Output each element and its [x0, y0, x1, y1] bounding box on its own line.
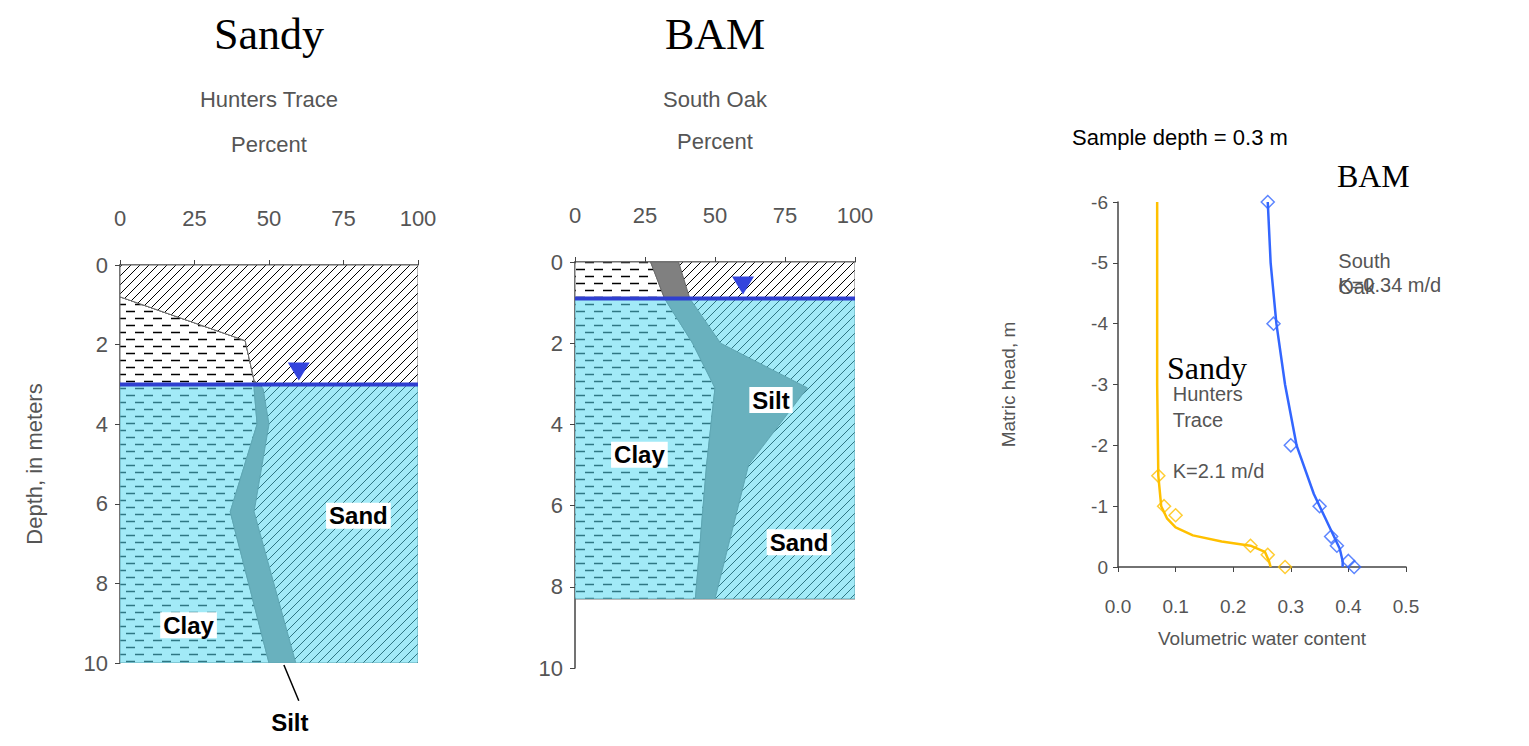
svg-text:0.2: 0.2	[1220, 596, 1246, 617]
svg-text:-3: -3	[1091, 374, 1108, 395]
svg-text:South Oak: South Oak	[663, 87, 768, 112]
svg-text:Hunters: Hunters	[1173, 383, 1243, 405]
svg-text:Silt: Silt	[752, 387, 789, 414]
svg-text:10: 10	[84, 651, 108, 676]
svg-text:Trace: Trace	[1173, 409, 1223, 431]
svg-text:10: 10	[539, 656, 563, 681]
svg-text:25: 25	[633, 203, 657, 228]
svg-text:0.3: 0.3	[1278, 596, 1304, 617]
svg-text:8: 8	[551, 574, 563, 599]
svg-text:Sandy: Sandy	[214, 10, 324, 59]
svg-text:75: 75	[773, 203, 797, 228]
svg-text:Sandy: Sandy	[1167, 350, 1247, 386]
svg-text:0.5: 0.5	[1393, 596, 1419, 617]
svg-text:0: 0	[1097, 557, 1108, 578]
svg-text:-6: -6	[1091, 192, 1108, 213]
svg-text:Clay: Clay	[163, 612, 214, 639]
svg-text:-2: -2	[1091, 435, 1108, 456]
svg-text:Sand: Sand	[770, 529, 829, 556]
svg-text:K=2.1 m/d: K=2.1 m/d	[1173, 460, 1265, 482]
svg-text:Hunters Trace: Hunters Trace	[200, 87, 338, 112]
svg-text:8: 8	[96, 571, 108, 596]
svg-text:Depth, in meters: Depth, in meters	[22, 383, 47, 544]
svg-text:Matric head, m: Matric head, m	[998, 322, 1019, 448]
svg-text:-4: -4	[1091, 313, 1108, 334]
svg-text:Sand: Sand	[329, 502, 388, 529]
svg-text:Volumetric water content: Volumetric water content	[1158, 628, 1367, 649]
svg-text:-1: -1	[1091, 496, 1108, 517]
svg-text:0.1: 0.1	[1162, 596, 1188, 617]
svg-text:-5: -5	[1091, 252, 1108, 273]
svg-text:BAM: BAM	[665, 10, 765, 59]
svg-text:0: 0	[551, 250, 563, 275]
svg-text:100: 100	[837, 203, 874, 228]
svg-text:4: 4	[96, 412, 108, 437]
svg-text:0.0: 0.0	[1105, 596, 1131, 617]
svg-text:Percent: Percent	[231, 132, 307, 157]
svg-text:50: 50	[257, 206, 281, 231]
svg-text:0: 0	[114, 206, 126, 231]
svg-text:100: 100	[400, 206, 437, 231]
svg-text:2: 2	[551, 331, 563, 356]
svg-text:Silt: Silt	[271, 709, 308, 736]
svg-text:4: 4	[551, 412, 563, 437]
svg-text:Percent: Percent	[677, 129, 753, 154]
svg-text:South: South	[1338, 250, 1390, 272]
svg-text:0.4: 0.4	[1335, 596, 1362, 617]
svg-text:50: 50	[703, 203, 727, 228]
svg-text:2: 2	[96, 332, 108, 357]
svg-text:6: 6	[551, 493, 563, 518]
svg-text:Sample depth = 0.3 m: Sample depth = 0.3 m	[1072, 125, 1288, 150]
svg-text:0: 0	[96, 253, 108, 278]
svg-text:K=0.34 m/d: K=0.34 m/d	[1338, 274, 1441, 296]
svg-text:25: 25	[182, 206, 206, 231]
svg-text:0: 0	[569, 203, 581, 228]
svg-text:Clay: Clay	[614, 441, 665, 468]
svg-text:6: 6	[96, 491, 108, 516]
svg-text:75: 75	[331, 206, 355, 231]
svg-text:BAM: BAM	[1337, 158, 1410, 194]
